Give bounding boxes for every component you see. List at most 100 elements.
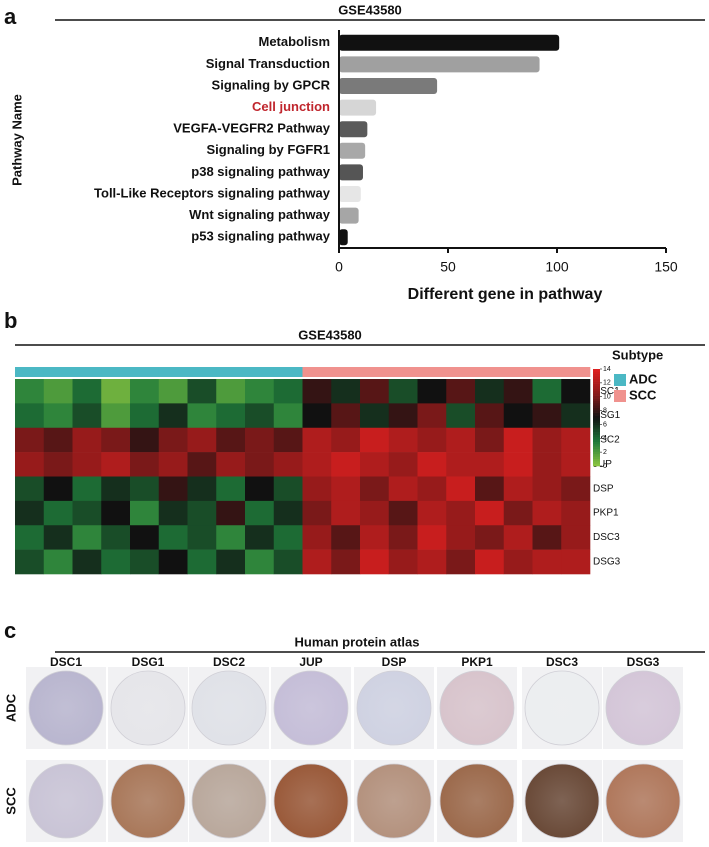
heat-cell (532, 379, 562, 404)
heat-cell (216, 549, 246, 575)
heat-cell (216, 525, 246, 550)
x-tick-label: 150 (654, 259, 678, 275)
heat-cell (503, 427, 533, 453)
tissue-core (605, 670, 681, 746)
heat-cell (72, 525, 102, 550)
subtype-cell (187, 367, 217, 377)
heat-cell (446, 500, 476, 526)
heat-cell (532, 500, 562, 526)
colorbar-segment (593, 422, 600, 426)
subtype-cell (561, 367, 591, 377)
row-label: ADC (3, 693, 18, 722)
heat-cell (331, 452, 361, 477)
column-label: DSG1 (132, 655, 165, 669)
heat-cell (532, 403, 562, 429)
category-label: VEGFA-VEGFR2 Pathway (173, 121, 331, 136)
heat-cell (187, 525, 217, 550)
category-label: p53 signaling pathway (191, 229, 330, 244)
heat-cell (43, 476, 73, 502)
colorbar-segment (593, 432, 600, 435)
heat-cell (187, 452, 217, 477)
tissue-core (28, 670, 104, 746)
tissue-core (605, 763, 681, 839)
heat-cell (475, 500, 505, 526)
heat-cell (15, 476, 45, 502)
heat-cell (187, 379, 217, 404)
heat-cell (101, 549, 131, 575)
heat-cell (446, 549, 476, 575)
row-label: PKP1 (593, 508, 619, 519)
heat-cell (72, 549, 102, 575)
heat-cell (561, 427, 591, 453)
tissue-core (110, 670, 186, 746)
heat-cell (388, 452, 418, 477)
colorbar-segment (593, 376, 600, 379)
heat-cell (360, 452, 390, 477)
row-label: DSG3 (593, 556, 621, 567)
row-label: DSC2 (593, 435, 620, 446)
heat-cell (475, 427, 505, 453)
heat-cell (216, 476, 246, 502)
bar (339, 34, 560, 51)
heat-cell (475, 452, 505, 477)
colorbar-segment (593, 369, 600, 372)
heat-cell (273, 452, 303, 477)
subtype-cell (158, 367, 188, 377)
heat-cell (302, 549, 332, 575)
heat-cell (101, 427, 131, 453)
heat-cell (101, 403, 131, 429)
colorbar-tick-label: 14 (603, 366, 611, 373)
heat-cell (130, 476, 160, 502)
legend-swatch (614, 374, 626, 386)
heat-cell (101, 452, 131, 477)
heat-cell (187, 476, 217, 502)
tissue-core (356, 763, 432, 839)
row-label: DSG1 (593, 410, 621, 421)
heat-cell (417, 500, 447, 526)
category-label: Signaling by FGFR1 (206, 142, 330, 157)
heat-cell (130, 525, 160, 550)
heat-cell (475, 379, 505, 404)
colorbar-segment (593, 398, 600, 401)
bar (339, 186, 361, 202)
colorbar-segment (593, 410, 600, 413)
heat-cell (72, 379, 102, 404)
subtype-cell (331, 367, 361, 377)
heat-cell (475, 403, 505, 429)
subtype-cell (245, 367, 275, 377)
row-label: DSC3 (593, 532, 620, 543)
heat-cell (417, 549, 447, 575)
heat-cell (388, 549, 418, 575)
heat-cell (388, 476, 418, 502)
heat-cell (446, 379, 476, 404)
colorbar-segment (593, 385, 600, 389)
heat-cell (503, 476, 533, 502)
heat-cell (360, 403, 390, 429)
subtype-cell (446, 367, 476, 377)
heat-cell (158, 500, 188, 526)
colorbar-segment (593, 395, 600, 399)
heat-cell (72, 452, 102, 477)
heat-cell (158, 452, 188, 477)
heat-cell (158, 379, 188, 404)
heat-cell (72, 403, 102, 429)
heat-cell (331, 379, 361, 404)
tissue-core (191, 763, 267, 839)
heat-cell (360, 500, 390, 526)
colorbar-segment (593, 415, 600, 418)
heat-cell (101, 476, 131, 502)
heat-cell (302, 379, 332, 404)
heat-cell (216, 500, 246, 526)
colorbar-segment (593, 383, 600, 387)
colorbar-segment (593, 441, 600, 445)
colorbar-tick-label: 6 (603, 421, 607, 428)
subtype-cell (130, 367, 160, 377)
category-label: Cell junction (252, 99, 330, 114)
heat-cell (302, 500, 332, 526)
column-label: DSC2 (213, 655, 245, 669)
subtype-cell (43, 367, 73, 377)
heat-cell (158, 549, 188, 575)
colorbar-tick-label: 8 (603, 407, 607, 414)
subtype-cell (101, 367, 131, 377)
chart-title: GSE43580 (338, 2, 402, 17)
